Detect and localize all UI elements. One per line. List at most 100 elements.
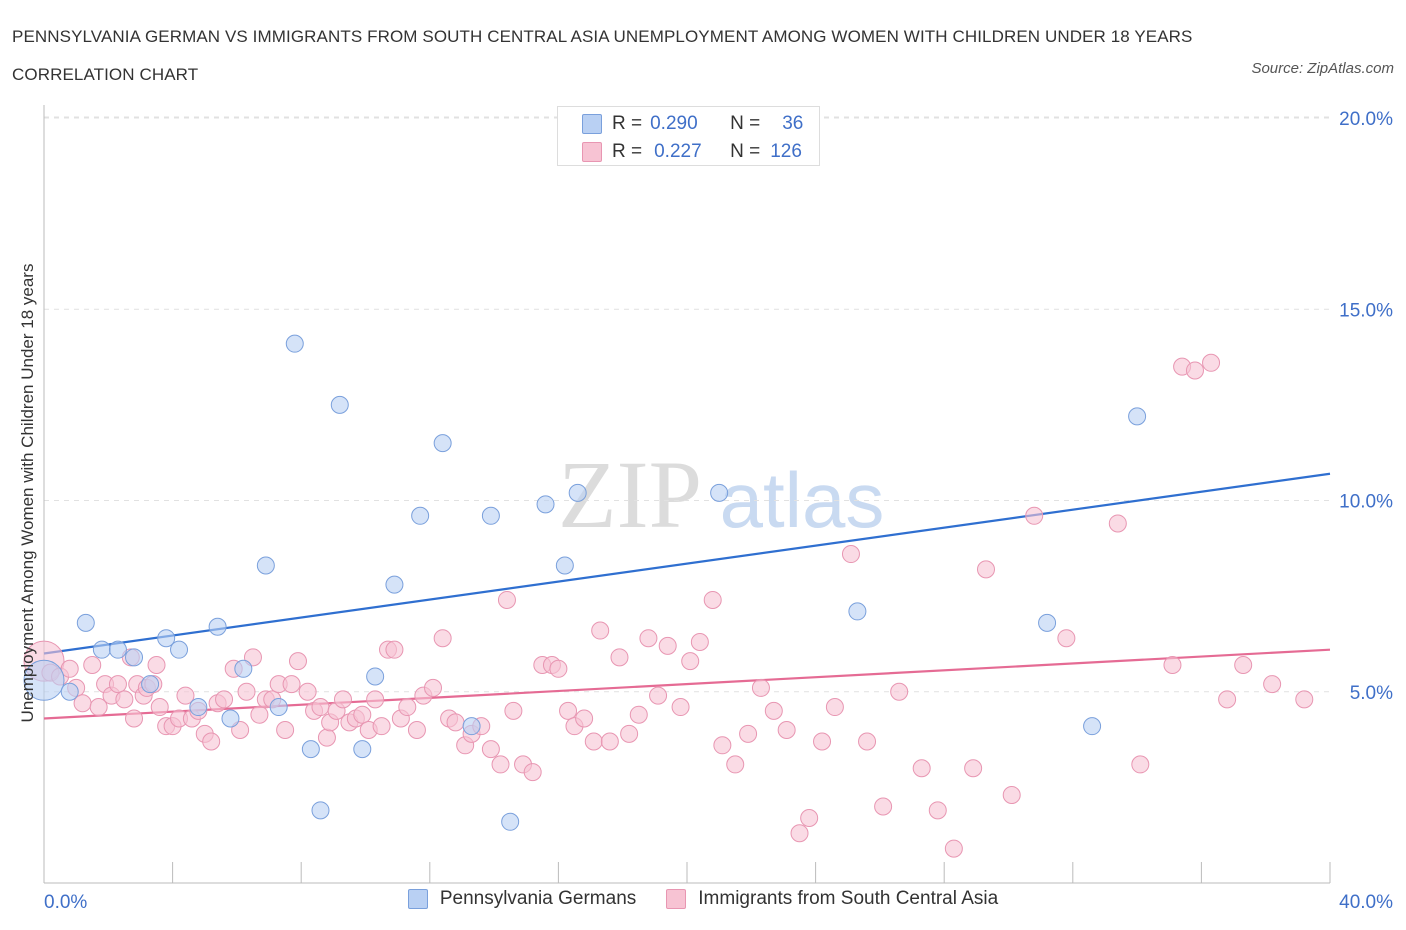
grid-lines bbox=[44, 116, 1330, 693]
point-pennsylvania-germans bbox=[125, 648, 144, 667]
point-immigrants bbox=[1185, 361, 1204, 380]
point-immigrants bbox=[764, 701, 783, 720]
point-pennsylvania-germans bbox=[208, 617, 227, 636]
point-immigrants bbox=[739, 724, 758, 743]
point-immigrants bbox=[841, 545, 860, 564]
axes bbox=[43, 105, 1331, 884]
point-immigrants bbox=[288, 652, 307, 671]
point-immigrants bbox=[649, 686, 668, 705]
legend-swatch-blue bbox=[407, 889, 428, 909]
point-immigrants bbox=[777, 721, 796, 739]
point-immigrants bbox=[944, 839, 963, 858]
point-pennsylvania-germans bbox=[256, 556, 275, 575]
point-immigrants bbox=[433, 629, 452, 648]
point-immigrants bbox=[1218, 690, 1237, 709]
point-immigrants bbox=[1295, 690, 1314, 709]
point-immigrants bbox=[629, 705, 648, 724]
chart-title: PENNSYLVANIA GERMAN VS IMMIGRANTS FROM S… bbox=[12, 27, 1193, 84]
point-immigrants bbox=[353, 705, 372, 724]
legend-item-pennsylvania-germans: Pennsylvania Germans bbox=[407, 888, 637, 910]
legend-n-label: N = bbox=[730, 141, 761, 162]
point-pennsylvania-germans bbox=[60, 682, 79, 701]
point-immigrants bbox=[549, 659, 568, 678]
point-immigrants bbox=[237, 682, 256, 701]
legend-swatch-blue bbox=[582, 114, 602, 134]
point-immigrants bbox=[1163, 655, 1182, 674]
point-pennsylvania-germans bbox=[366, 667, 385, 686]
point-immigrants bbox=[639, 629, 658, 648]
point-immigrants bbox=[751, 678, 770, 697]
point-immigrants bbox=[964, 759, 983, 778]
point-immigrants bbox=[559, 701, 578, 720]
point-pennsylvania-germans bbox=[108, 640, 127, 659]
point-immigrants bbox=[491, 755, 510, 774]
point-immigrants bbox=[424, 678, 443, 697]
point-immigrants bbox=[1002, 786, 1021, 805]
point-immigrants bbox=[333, 690, 352, 709]
point-immigrants bbox=[372, 717, 391, 736]
point-immigrants bbox=[800, 808, 819, 827]
point-immigrants bbox=[108, 675, 127, 694]
y-tick-label: 5.0% bbox=[1350, 683, 1393, 704]
legend-n-label: N = bbox=[730, 113, 761, 134]
point-pennsylvania-germans bbox=[157, 629, 176, 648]
correlation-legend: R = 0.290 N = 36 R = 0.227 N = 126 bbox=[557, 106, 820, 166]
legend-row-immigrants: R = 0.227 N = 126 bbox=[582, 140, 802, 164]
point-immigrants bbox=[703, 590, 722, 609]
point-immigrants bbox=[115, 690, 134, 709]
point-pennsylvania-germans bbox=[848, 602, 867, 621]
point-pennsylvania-germans bbox=[76, 613, 95, 632]
legend-n-value: 36 bbox=[782, 113, 804, 134]
point-immigrants bbox=[575, 709, 594, 728]
point-immigrants bbox=[790, 824, 809, 843]
point-immigrants bbox=[243, 648, 262, 667]
point-immigrants bbox=[523, 763, 542, 782]
point-immigrants bbox=[671, 698, 690, 717]
x-tick-label: 0.0% bbox=[44, 892, 87, 913]
legend-r-value: 0.227 bbox=[654, 141, 702, 162]
point-pennsylvania-germans bbox=[92, 640, 111, 659]
point-pennsylvania-germans bbox=[462, 717, 481, 736]
point-immigrants bbox=[125, 709, 144, 728]
legend-series-label: Immigrants from South Central Asia bbox=[698, 888, 999, 909]
point-pennsylvania-germans bbox=[1083, 717, 1102, 736]
point-pennsylvania-germans bbox=[330, 395, 349, 414]
point-immigrants bbox=[610, 648, 629, 667]
point-immigrants bbox=[813, 732, 832, 751]
x-tick-label: 40.0% bbox=[1339, 892, 1393, 913]
point-pennsylvania-germans bbox=[189, 698, 208, 717]
point-pennsylvania-germans bbox=[536, 495, 555, 514]
point-immigrants bbox=[976, 560, 995, 579]
point-pennsylvania-germans bbox=[555, 556, 574, 575]
point-pennsylvania-germans bbox=[311, 801, 330, 820]
legend-row-pennsylvania-germans: R = 0.290 N = 36 bbox=[582, 112, 803, 136]
point-immigrants bbox=[366, 690, 385, 709]
data-points bbox=[23, 143, 1314, 858]
point-pennsylvania-germans bbox=[221, 709, 240, 728]
point-immigrants bbox=[690, 633, 709, 652]
point-immigrants bbox=[620, 724, 639, 743]
point-immigrants bbox=[825, 698, 844, 717]
point-immigrants bbox=[681, 652, 700, 671]
point-immigrants bbox=[407, 721, 426, 739]
point-pennsylvania-germans bbox=[481, 506, 500, 525]
series-legend: Pennsylvania Germans Immigrants from Sou… bbox=[0, 888, 1406, 910]
point-immigrants bbox=[385, 640, 404, 659]
point-immigrants bbox=[584, 732, 603, 751]
trend-line bbox=[43, 472, 1331, 655]
point-immigrants bbox=[276, 721, 295, 739]
point-immigrants bbox=[83, 655, 102, 674]
point-pennsylvania-germans bbox=[411, 506, 430, 525]
y-tick-label: 20.0% bbox=[1339, 109, 1393, 130]
point-immigrants bbox=[1108, 514, 1127, 533]
legend-n-value: 126 bbox=[770, 141, 802, 162]
point-immigrants bbox=[1057, 629, 1076, 648]
point-pennsylvania-germans bbox=[1128, 407, 1147, 426]
y-tick-label: 15.0% bbox=[1339, 300, 1393, 321]
point-immigrants bbox=[591, 621, 610, 640]
y-tick-label: 10.0% bbox=[1339, 492, 1393, 513]
point-immigrants bbox=[726, 755, 745, 774]
tick-labels: 5.0% 10.0% 15.0% 20.0% 0.0% 40.0% bbox=[44, 109, 1393, 913]
legend-series-label: Pennsylvania Germans bbox=[439, 888, 637, 909]
